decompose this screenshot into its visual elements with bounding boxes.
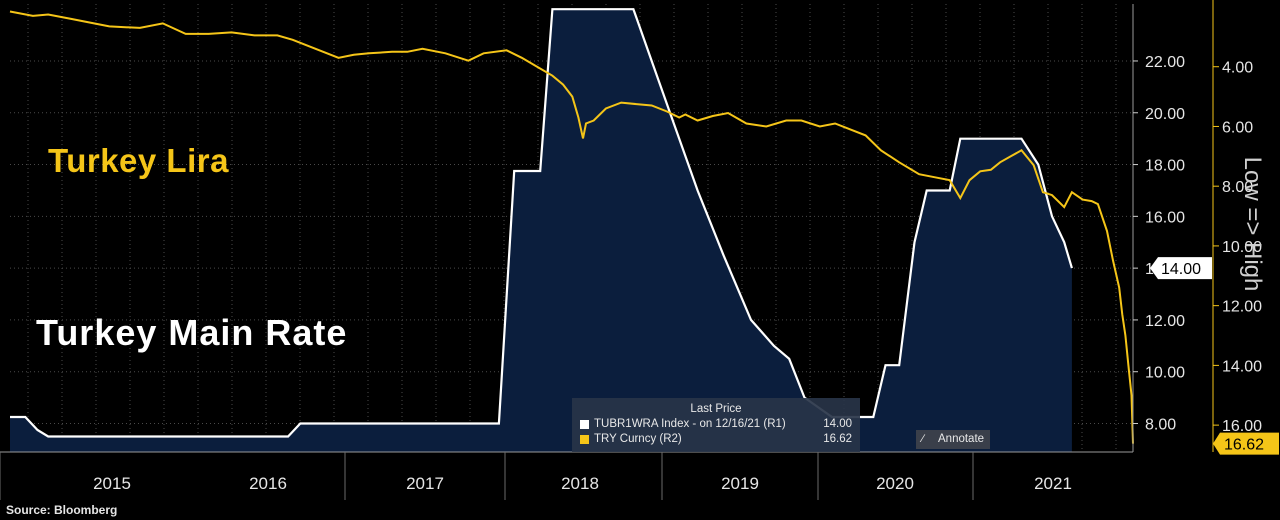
rate-tick-label: 22.00: [1145, 54, 1185, 71]
try-series-line: [9, 10, 1134, 444]
try-tick-label: 8.00: [1222, 179, 1253, 196]
rate-tick-label: 12.00: [1145, 313, 1185, 330]
rate-tick-label: 16.00: [1145, 209, 1185, 226]
rate-last-value-marker: [1150, 257, 1212, 280]
legend-title: Last Price: [690, 403, 742, 415]
rate-tick-label: 20.00: [1145, 106, 1185, 123]
annotate-label: Annotate: [938, 433, 985, 445]
x-tick-label: 2021: [1034, 474, 1072, 493]
try-last-value-label: 16.62: [1224, 437, 1264, 454]
rate-area-fill: [10, 9, 1072, 452]
last-value-markers: 14.00 16.62: [1150, 257, 1279, 455]
rate-tick-label: 10.00: [1145, 365, 1185, 382]
rate-tick-label: 8.00: [1145, 417, 1176, 434]
lira-annotation: Turkey Lira: [48, 142, 229, 179]
legend-swatch-rate: [580, 420, 589, 429]
try-last-value-marker: [1213, 432, 1279, 455]
legend-value-rate: 14.00: [823, 418, 852, 430]
try-tick-label: 14.00: [1222, 358, 1262, 375]
try-tick-label: 12.00: [1222, 299, 1262, 316]
legend-label-rate: TUBR1WRA Index - on 12/16/21 (R1): [594, 418, 786, 430]
x-tick-label: 2019: [721, 474, 759, 493]
x-tick-label: 2018: [561, 474, 599, 493]
legend-value-try: 16.62: [823, 433, 852, 445]
annotate-button[interactable]: ∕ Annotate: [916, 430, 990, 449]
try-tick-label: 16.00: [1222, 418, 1262, 435]
rate-annotation: Turkey Main Rate: [36, 312, 348, 353]
rate-tick-label: 18.00: [1145, 158, 1185, 175]
x-tick-label: 2016: [249, 474, 287, 493]
axes: [0, 0, 1214, 500]
legend: Last Price TUBR1WRA Index - on 12/16/21 …: [572, 398, 860, 452]
legend-swatch-try: [580, 435, 589, 444]
x-tick-label: 2020: [876, 474, 914, 493]
legend-label-try: TRY Curncy (R2): [594, 433, 682, 445]
right-axis-title: Low => High: [1239, 156, 1266, 292]
try-tick-label: 6.00: [1222, 119, 1253, 136]
try-tick-label: 4.00: [1222, 60, 1253, 77]
legend-row-rate: TUBR1WRA Index - on 12/16/21 (R1) 14.00: [580, 418, 852, 433]
try-axis-ticks: 4.00 6.00 8.00 10.00 12.00 14.00 16.00: [1213, 60, 1262, 435]
x-tick-label: 2017: [406, 474, 444, 493]
rate-last-value-label: 14.00: [1161, 261, 1201, 278]
x-tick-label: 2015: [93, 474, 131, 493]
pencil-icon: ∕: [922, 433, 924, 445]
source-note: Source: Bloomberg: [6, 503, 118, 517]
x-axis-labels: 2015 2016 2017 2018 2019 2020 2021: [0, 474, 1135, 504]
rate-series-line: [10, 8, 1073, 438]
try-tick-label: 10.00: [1222, 239, 1262, 256]
legend-row-try: TRY Curncy (R2) 16.62: [580, 433, 852, 448]
